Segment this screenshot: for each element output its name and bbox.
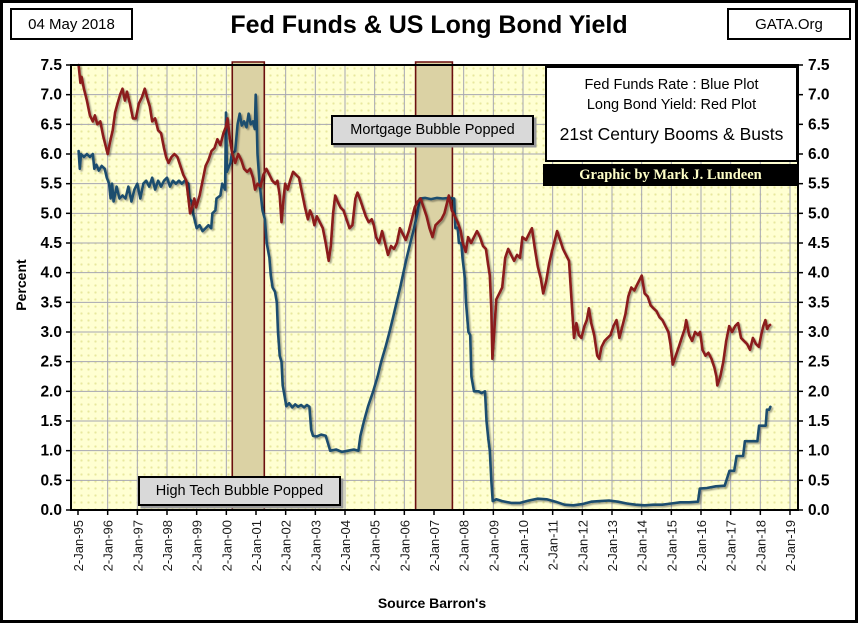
x-tick-label: 2-Jan-15 xyxy=(664,520,679,571)
y-axis-title: Percent xyxy=(13,259,29,311)
bond-yield-line xyxy=(77,63,772,387)
x-tick-label: 2-Jan-10 xyxy=(516,520,531,571)
annotation-mortgage-bubble: Mortgage Bubble Popped xyxy=(331,115,534,145)
y-tick-label-left: 2.0 xyxy=(40,383,62,400)
y-tick-label-right: 0.5 xyxy=(808,472,830,489)
y-tick-label-left: 0.0 xyxy=(40,502,62,519)
x-tick-label: 2-Jan-14 xyxy=(635,520,650,571)
y-tick-label-left: 6.0 xyxy=(40,146,62,163)
x-tick-label: 2-Jan-13 xyxy=(605,520,620,571)
y-tick-label-right: 3.0 xyxy=(808,324,830,341)
y-tick-label-right: 2.5 xyxy=(808,354,830,371)
y-tick-label-left: 7.5 xyxy=(40,57,62,74)
x-tick-label: 2-Jan-09 xyxy=(486,520,501,571)
x-tick-label: 2-Jan-07 xyxy=(427,520,442,571)
org-box: GATA.Org xyxy=(727,8,851,40)
y-tick-label-left: 5.0 xyxy=(40,205,62,222)
fed-funds-line xyxy=(77,93,772,507)
x-tick-label: 2-Jan-06 xyxy=(397,520,412,571)
y-tick-label-left: 4.0 xyxy=(40,265,62,282)
y-tick-label-right: 7.0 xyxy=(808,87,830,104)
y-tick-label-left: 3.0 xyxy=(40,324,62,341)
y-tick-label-right: 6.5 xyxy=(808,116,830,133)
x-tick-label: 2-Jan-08 xyxy=(457,520,472,571)
y-tick-label-right: 1.5 xyxy=(808,413,830,430)
y-tick-label-left: 7.0 xyxy=(40,87,62,104)
x-tick-label: 2-Jan-98 xyxy=(160,520,175,571)
x-tick-label: 2-Jan-18 xyxy=(753,520,768,571)
y-tick-label-right: 3.5 xyxy=(808,294,830,311)
x-tick-label: 2-Jan-00 xyxy=(219,520,234,571)
annotation-mortgage-text: Mortgage Bubble Popped xyxy=(350,122,515,138)
x-tick-label: 2-Jan-16 xyxy=(694,520,709,571)
y-tick-label-right: 2.0 xyxy=(808,383,830,400)
credit-text: Graphic by Mark J. Lundeen xyxy=(579,166,762,183)
y-tick-label-right: 6.0 xyxy=(808,146,830,163)
y-tick-label-left: 4.5 xyxy=(40,235,62,252)
x-tick-label: 2-Jan-01 xyxy=(249,520,264,571)
date-box: 04 May 2018 xyxy=(10,8,133,40)
y-tick-label-right: 5.0 xyxy=(808,205,830,222)
annotation-hightech-text: High Tech Bubble Popped xyxy=(155,483,324,499)
y-tick-label-left: 5.5 xyxy=(40,176,62,193)
x-tick-label: 2-Jan-03 xyxy=(308,520,323,571)
org-text: GATA.Org xyxy=(755,15,823,33)
y-tick-label-right: 5.5 xyxy=(808,176,830,193)
x-tick-label: 2-Jan-02 xyxy=(279,520,294,571)
x-tick-label: 2-Jan-96 xyxy=(101,520,116,571)
y-tick-label-left: 1.5 xyxy=(40,413,62,430)
x-tick-label: 2-Jan-17 xyxy=(724,520,739,571)
page-title: Fed Funds & US Long Bond Yield xyxy=(230,11,628,39)
x-tick-label: 2-Jan-04 xyxy=(338,520,353,571)
x-tick-label: 2-Jan-97 xyxy=(130,520,145,571)
band-border-high-tech-bubble xyxy=(231,61,266,510)
y-tick-label-right: 1.0 xyxy=(808,443,830,460)
x-axis-source: Source Barron's xyxy=(377,595,487,611)
date-text: 04 May 2018 xyxy=(28,15,115,33)
y-tick-label-right: 7.5 xyxy=(808,57,830,74)
y-tick-label-left: 6.5 xyxy=(40,116,62,133)
band-border-mortgage-bubble xyxy=(414,61,454,510)
x-tick-label: 2-Jan-05 xyxy=(368,520,383,571)
x-tick-label: 2-Jan-12 xyxy=(575,520,590,571)
y-tick-label-left: 0.5 xyxy=(40,472,62,489)
legend-subtitle: 21st Century Booms & Busts xyxy=(559,124,784,144)
y-tick-label-left: 1.0 xyxy=(40,443,62,460)
y-tick-label-left: 2.5 xyxy=(40,354,62,371)
y-tick-label-right: 4.0 xyxy=(808,265,830,282)
legend-bond-yield: Long Bond Yield: Red Plot xyxy=(586,97,757,113)
y-tick-label-right: 0.0 xyxy=(808,502,830,519)
legend-fed-funds: Fed Funds Rate : Blue Plot xyxy=(584,77,759,93)
legend-box: Fed Funds Rate : Blue Plot Long Bond Yie… xyxy=(545,66,798,162)
y-tick-label-left: 3.5 xyxy=(40,294,62,311)
y-tick-label-right: 4.5 xyxy=(808,235,830,252)
annotation-hightech-bubble: High Tech Bubble Popped xyxy=(138,476,341,506)
x-tick-label: 2-Jan-11 xyxy=(546,520,561,570)
x-tick-label: 2-Jan-99 xyxy=(190,520,205,571)
x-tick-label: 2-Jan-95 xyxy=(71,520,86,571)
credit-bar: Graphic by Mark J. Lundeen xyxy=(543,164,798,186)
x-tick-label: 2-Jan-19 xyxy=(783,520,798,571)
